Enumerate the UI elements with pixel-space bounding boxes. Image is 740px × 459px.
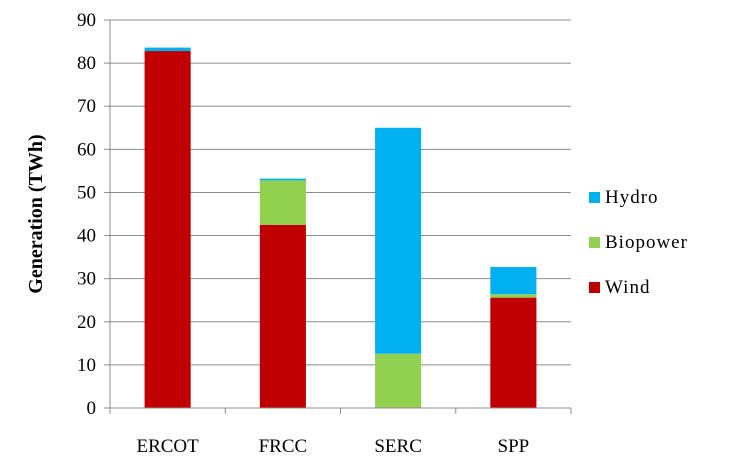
legend-swatch-hydro: [589, 192, 600, 203]
x-category-label: SERC: [374, 436, 422, 457]
bar-segment-biopower-frcc: [259, 180, 306, 225]
y-tick-label: 70: [77, 96, 96, 117]
legend-swatch-wind: [589, 282, 600, 293]
x-category-labels: ERCOT FRCC SERC SPP: [136, 436, 529, 457]
bar-segment-hydro-spp: [490, 267, 537, 295]
legend-label-biopower: Biopower: [605, 232, 688, 253]
bar-segment-wind-ercot: [144, 51, 191, 408]
y-tick-label: 50: [77, 182, 96, 203]
x-category-label: SPP: [498, 436, 530, 457]
legend-swatch-biopower: [589, 237, 600, 248]
bar-segment-wind-frcc: [259, 224, 306, 408]
y-tick-label: 10: [77, 355, 96, 376]
bar-segment-biopower-spp: [490, 294, 537, 298]
bar-segment-hydro-ercot: [144, 47, 191, 52]
axes: [104, 19, 572, 414]
y-tick-label: 40: [77, 226, 96, 247]
y-tick-label: 90: [77, 10, 96, 31]
bars: [144, 47, 537, 408]
x-category-label: FRCC: [259, 436, 308, 457]
y-tick-label: 60: [77, 139, 96, 160]
y-axis-title: Generation (TWh): [25, 134, 47, 293]
x-category-label: ERCOT: [136, 436, 199, 457]
y-tick-label: 30: [77, 269, 96, 290]
legend-label-wind: Wind: [605, 277, 650, 298]
y-tick-label: 20: [77, 312, 96, 333]
y-tick-label: 80: [77, 53, 96, 74]
bar-segment-hydro-frcc: [259, 178, 306, 181]
bar-segment-biopower-serc: [375, 353, 422, 408]
bar-segment-hydro-serc: [375, 127, 422, 354]
y-tick-label: 0: [87, 398, 97, 419]
legend-label-hydro: Hydro: [605, 187, 659, 208]
bar-segment-wind-spp: [490, 297, 537, 408]
y-tick-labels: 0 10 20 30 40 50 60 70 80 90: [77, 10, 96, 419]
legend: Hydro Biopower Wind: [589, 187, 688, 298]
